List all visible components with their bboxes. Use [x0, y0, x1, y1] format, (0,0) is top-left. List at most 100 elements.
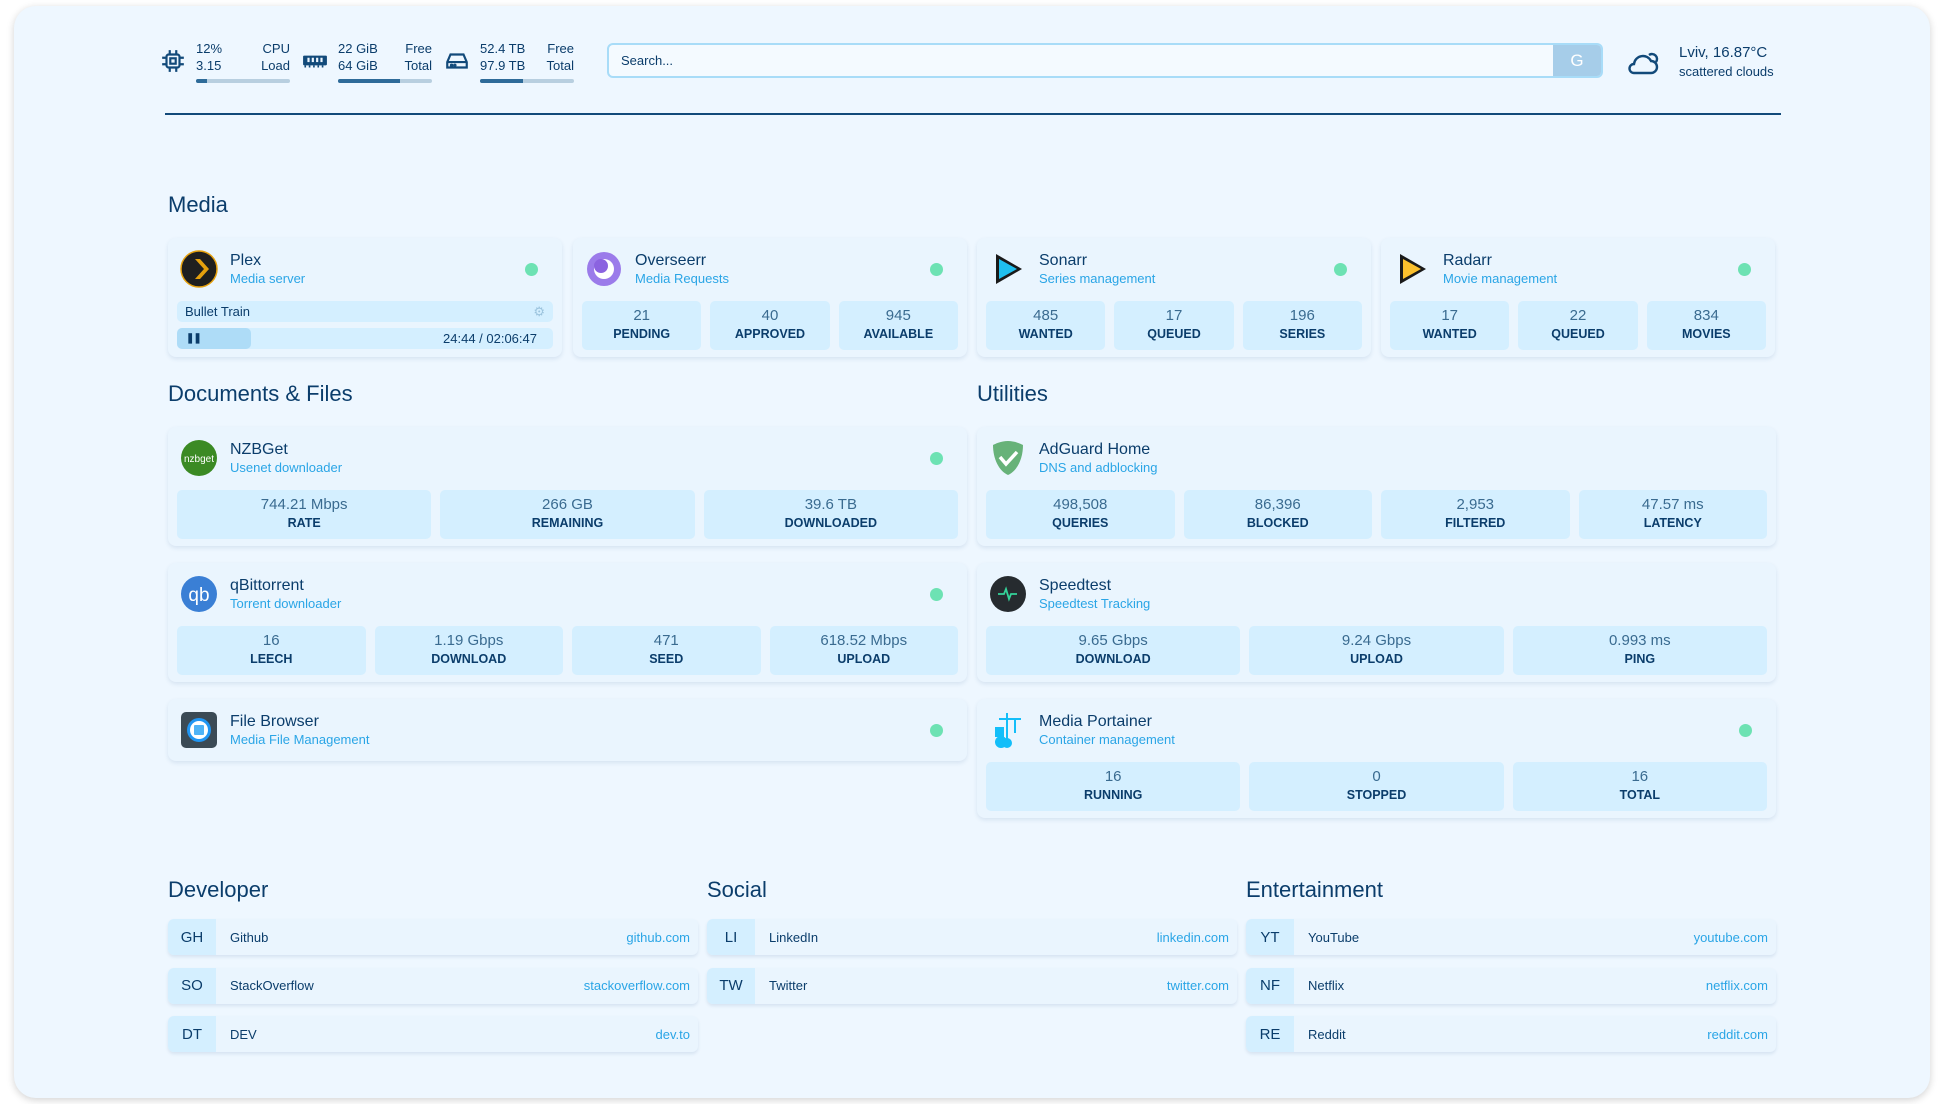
stat-block: 498,508 QUERIES: [986, 490, 1175, 539]
stat-label: AVAILABLE: [863, 327, 934, 341]
service-card-portainer[interactable]: Media Portainer Container management 16 R…: [977, 699, 1776, 818]
stat-label: UPLOAD: [837, 652, 891, 666]
stat-label: PING: [1624, 652, 1656, 666]
stat-value: 16: [1104, 768, 1122, 785]
svg-text:qb: qb: [188, 585, 209, 606]
service-card-speedtest[interactable]: Speedtest Speedtest Tracking 9.65 Gbps DO…: [977, 563, 1776, 682]
cpu-widget: 12% CPU 3.15 Load: [160, 40, 290, 83]
cpu-usage-bar: [196, 79, 290, 83]
bookmark-url[interactable]: netflix.com: [1705, 978, 1768, 993]
stat-label: PENDING: [613, 327, 671, 341]
stat-block: 47.57 ms LATENCY: [1578, 490, 1767, 539]
bookmark-linkedin[interactable]: LI LinkedIn linkedin.com: [707, 919, 1237, 955]
bookmark-url[interactable]: stackoverflow.com: [583, 978, 690, 993]
load-label: Load: [261, 58, 290, 73]
bookmark-url[interactable]: reddit.com: [1707, 1026, 1768, 1042]
service-card-filebrowser[interactable]: File Browser Media File Management: [168, 699, 967, 761]
stat-label: QUEUED: [1551, 327, 1605, 341]
bookmark-abbr: YT: [1246, 919, 1294, 955]
stat-block: 86,396 BLOCKED: [1183, 490, 1372, 539]
stat-value: 47.57 ms: [1641, 496, 1704, 513]
stat-block: 22 QUEUED: [1518, 301, 1638, 350]
gear-icon[interactable]: ⚙: [533, 303, 545, 319]
stat-block: 744.21 Mbps RATE: [177, 490, 432, 539]
bookmark-url[interactable]: github.com: [626, 929, 690, 945]
weather-location-temp: Lviv, 16.87°C: [1679, 44, 1768, 61]
stat-value: 834: [1693, 307, 1719, 324]
stat-label: QUERIES: [1052, 516, 1109, 530]
service-card-plex[interactable]: Plex Media server Bullet Train ⚙ ❚❚ 24:44…: [168, 238, 562, 357]
status-indicator: [1739, 724, 1752, 737]
service-name: Overseerr: [635, 251, 707, 269]
now-playing: Bullet Train ⚙ ❚❚ 24:44 / 02:06:47: [177, 301, 553, 349]
bookmark-stackoverflow[interactable]: SO StackOverflow stackoverflow.com: [168, 967, 698, 1004]
service-card-nzbget[interactable]: nzbget NZBGet Usenet downloader 744.21 M…: [168, 427, 967, 546]
bookmark-abbr: LI: [707, 919, 755, 955]
stat-label: BLOCKED: [1246, 516, 1309, 530]
service-description: Media Requests: [635, 270, 729, 286]
disk-free-label: Free: [547, 41, 574, 56]
bookmark-name: Netflix: [1308, 978, 1345, 993]
service-card-adguard[interactable]: AdGuard Home DNS and adblocking 498,508 Q…: [977, 427, 1776, 546]
disk-total: 97.9 TB: [480, 58, 526, 73]
plex-icon: [180, 250, 218, 288]
disk-total-label: Total: [546, 58, 574, 73]
bookmark-url[interactable]: youtube.com: [1693, 929, 1768, 945]
stat-block: 40 APPROVED: [710, 301, 830, 350]
bookmark-name: LinkedIn: [769, 929, 819, 945]
memory-usage-bar: [338, 79, 432, 83]
stat-value: 945: [885, 307, 911, 324]
search-provider-button[interactable]: G: [1553, 45, 1601, 76]
bookmark-reddit[interactable]: RE Reddit reddit.com: [1246, 1016, 1776, 1052]
stat-value: 471: [653, 632, 679, 649]
service-description: Movie management: [1443, 270, 1558, 286]
stat-value: 485: [1033, 307, 1059, 324]
section-title-social: Social: [707, 877, 767, 902]
service-card-radarr[interactable]: Radarr Movie management 17 WANTED 22 QUEUED…: [1381, 238, 1775, 357]
memory-usage-fill: [338, 79, 401, 83]
cpu-label: CPU: [262, 41, 290, 56]
stat-block: 16 TOTAL: [1512, 762, 1767, 811]
pause-icon[interactable]: ❚❚: [186, 333, 202, 344]
service-name: Radarr: [1443, 251, 1492, 269]
stat-block: 17 WANTED: [1390, 301, 1510, 350]
memory-icon: [303, 55, 327, 68]
stat-block: 618.52 Mbps UPLOAD: [769, 626, 958, 675]
service-card-overseerr[interactable]: Overseerr Media Requests 21 PENDING 40 APPR…: [573, 238, 967, 357]
stat-label: DOWNLOAD: [431, 652, 507, 666]
stat-value: 618.52 Mbps: [820, 632, 908, 649]
bookmark-github[interactable]: GH Github github.com: [168, 919, 698, 955]
sonarr-icon: [996, 254, 1022, 284]
cpu-icon: [162, 50, 184, 72]
status-indicator: [930, 724, 943, 737]
disk-widget: 52.4 TB Free 97.9 TB Total: [444, 40, 574, 83]
service-card-sonarr[interactable]: Sonarr Series management 485 WANTED 17 QUEU…: [977, 238, 1371, 357]
bookmark-youtube[interactable]: YT YouTube youtube.com: [1246, 919, 1776, 955]
bookmark-abbr: SO: [168, 967, 216, 1004]
service-name: Sonarr: [1039, 251, 1088, 269]
playback-progress[interactable]: ❚❚ 24:44 / 02:06:47: [177, 328, 553, 349]
stat-label: STOPPED: [1346, 788, 1407, 802]
stat-value: 16: [1631, 768, 1649, 785]
stat-value: 266 GB: [542, 496, 593, 513]
service-card-qbittorrent[interactable]: qb qBittorrent Torrent downloader 16 LEEC…: [168, 563, 967, 682]
bookmark-abbr: GH: [168, 919, 216, 955]
svg-text:nzbget: nzbget: [184, 454, 214, 465]
stat-value: 22: [1569, 307, 1587, 324]
stat-block: 2,953 FILTERED: [1381, 490, 1570, 539]
section-title-utilities: Utilities: [977, 381, 1048, 406]
search-input[interactable]: [609, 45, 1553, 76]
status-indicator: [525, 263, 538, 276]
bookmark-url[interactable]: dev.to: [655, 1026, 690, 1042]
bookmark-dev[interactable]: DT DEV dev.to: [168, 1016, 698, 1052]
stat-value: 0.993 ms: [1608, 632, 1671, 649]
service-name: Plex: [230, 251, 262, 269]
bookmark-url[interactable]: twitter.com: [1166, 978, 1229, 993]
bookmark-twitter[interactable]: TW Twitter twitter.com: [707, 967, 1237, 1004]
bookmark-netflix[interactable]: NF Netflix netflix.com: [1246, 967, 1776, 1004]
stat-label: TOTAL: [1619, 788, 1661, 802]
bookmark-abbr: RE: [1246, 1016, 1294, 1052]
bookmark-url[interactable]: linkedin.com: [1156, 929, 1229, 945]
stat-label: WANTED: [1422, 327, 1477, 341]
playback-time: 24:44 / 02:06:47: [443, 331, 537, 346]
